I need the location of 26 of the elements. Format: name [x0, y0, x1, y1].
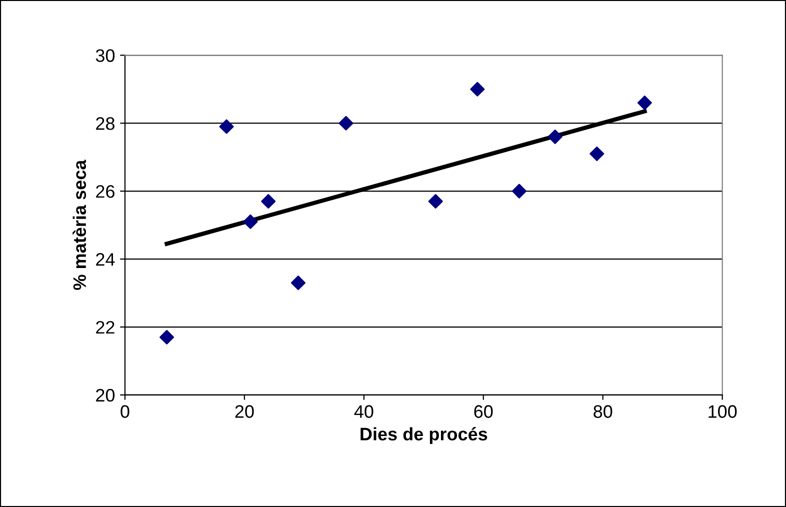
point: [428, 194, 443, 209]
point: [160, 330, 174, 344]
point: [261, 194, 276, 209]
point: [637, 96, 652, 110]
y-tick-label: 26: [96, 185, 114, 198]
point: [470, 82, 485, 97]
x-tick-label: 60: [474, 405, 493, 418]
x-tick-label: 0: [120, 405, 130, 418]
point: [219, 119, 234, 134]
x-tick-label: 100: [708, 405, 737, 418]
x-tick-label: 40: [354, 405, 374, 418]
point: [548, 130, 562, 144]
y-tick-label: 20: [96, 388, 115, 402]
x-axis-title: Dies de procés: [360, 427, 488, 444]
y-tick-label: 22: [96, 320, 114, 334]
point: [338, 116, 354, 130]
point: [243, 214, 258, 229]
point: [590, 146, 604, 162]
y-tick-label: 24: [96, 253, 115, 266]
y-tick-label: 30: [96, 49, 115, 62]
x-tick-label: 20: [235, 405, 254, 418]
y-axis-title: % matèria seca: [72, 160, 86, 290]
point: [512, 184, 527, 198]
y-tick-label: 28: [96, 117, 114, 130]
x-tick-label: 80: [594, 405, 612, 418]
point: [290, 276, 306, 290]
